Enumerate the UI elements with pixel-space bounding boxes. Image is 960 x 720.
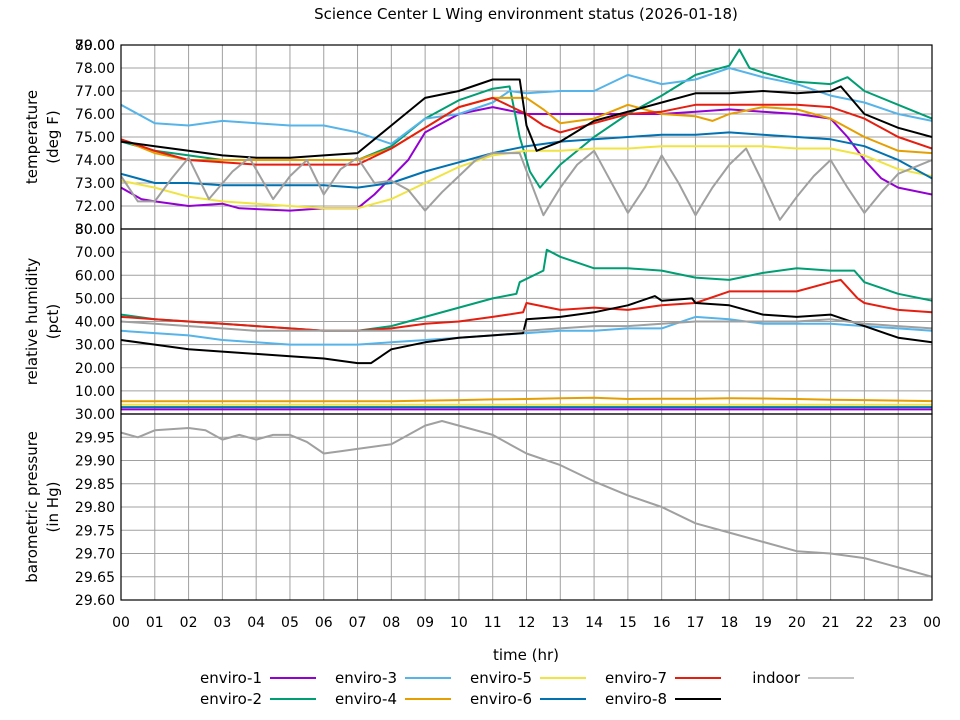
series-line-indoor [121,318,932,332]
x-tick-label: 14 [585,615,603,631]
panel-series [121,420,932,578]
x-tick-label: 09 [416,615,434,631]
y-tick-label: 29.65 [75,570,115,586]
x-tick-label: 01 [146,615,164,631]
panel-series [121,48,932,221]
series-line-enviro-7 [121,278,932,332]
y-axis-label: (deg F) [44,110,62,163]
series-line-enviro-6 [121,131,932,189]
series-line-enviro-4 [121,396,932,403]
legend-label: enviro-2 [200,690,262,708]
legend-label: enviro-6 [470,690,532,708]
x-tick-label: 11 [484,615,502,631]
y-axis-label: barometric pressure [23,431,41,583]
y-tick-label: 29.80 [75,500,115,516]
x-tick-label: 23 [889,615,907,631]
y-tick-label: 74.00 [75,153,115,169]
y-tick-label: 80.00 [75,222,115,238]
x-tick-label: 18 [720,615,738,631]
y-tick-label: 30.00 [75,338,115,354]
y-tick-label: 29.95 [75,430,115,446]
y-tick-label: 29.90 [75,454,115,470]
y-tick-label: 30.00 [75,222,115,238]
legend-label: enviro-4 [335,690,397,708]
x-tick-label: 02 [180,615,198,631]
legend-label: enviro-7 [605,669,667,687]
series-line-enviro-8 [121,295,932,365]
y-tick-label: 79.00 [75,38,115,54]
y-axis-label: temperature [23,90,41,184]
series-line-indoor [121,147,932,221]
panel-frame [120,413,933,601]
panel-1: 72.00 73.00 74.00 75.00 76.00 77.00 78.00 79.00… [23,38,933,230]
x-tick-label: 20 [788,615,806,631]
y-tick-label: 29.70 [75,547,115,563]
x-tick-label: 12 [518,615,536,631]
y-tick-label: 29.85 [75,477,115,493]
x-tick-label: 13 [551,615,569,631]
series-line-enviro-4 [121,96,932,161]
x-tick-label: 06 [315,615,333,631]
legend-label: enviro-1 [200,669,262,687]
x-tick-label: 03 [213,615,231,631]
plot-area: 72.00 73.00 74.00 75.00 76.00 77.00 78.00 79.00… [23,38,941,631]
x-axis-label: time (hr) [493,646,559,664]
legend-label: enviro-5 [470,669,532,687]
series-line-enviro-7 [121,96,932,166]
y-tick-label: 29.60 [75,593,115,609]
x-tick-label: 04 [247,615,265,631]
panel-3: 29.60 29.65 29.70 29.75 29.80 29.85 29.90 29.95… [23,407,933,609]
y-tick-label: 73.00 [75,176,115,192]
series-line-enviro-3 [121,315,932,346]
panel-series [121,248,932,411]
y-tick-label: 80.00 [75,38,115,54]
legend-label: enviro-8 [605,690,667,708]
y-tick-label: 29.75 [75,523,115,539]
legend-label: enviro-3 [335,669,397,687]
legend-label: indoor [752,669,801,687]
y-tick-label: 72.00 [75,199,115,215]
y-tick-label: 78.00 [75,61,115,77]
x-tick-label: 16 [653,615,671,631]
x-tick-label: 00 [923,615,941,631]
y-tick-label: 50.00 [75,291,115,307]
y-tick-label: 10.00 [75,384,115,400]
y-tick-label: 76.00 [75,107,115,123]
y-tick-label: 20.00 [75,361,115,377]
y-tick-label: 40.00 [75,315,115,331]
y-tick-label: 70.00 [75,245,115,261]
y-axis-label: (in Hg) [44,482,62,533]
x-tick-label: 08 [382,615,400,631]
x-tick-label: 21 [822,615,840,631]
y-axis-label: (pct) [44,304,62,339]
x-tick-label: 00 [112,615,130,631]
chart-title: Science Center L Wing environment status… [314,5,738,23]
x-tick-label: 17 [687,615,705,631]
series-line-indoor [121,420,932,578]
series-line-enviro-5 [121,145,932,210]
y-tick-label: 60.00 [75,268,115,284]
x-tick-label: 15 [619,615,637,631]
y-tick-label: 77.00 [75,84,115,100]
x-tick-label: 05 [281,615,299,631]
series-line-enviro-8 [121,78,932,159]
x-tick-label: 22 [856,615,874,631]
series-line-enviro-3 [121,67,932,145]
legend: enviro-1 enviro-2 enviro-3 enviro-4 enviro-5… [200,669,854,708]
y-tick-label: 30.00 [75,407,115,423]
panel-2: 10.00 20.00 30.00 40.00 50.00 60.00 70.00 80.00… [23,222,933,415]
x-tick-label: 19 [754,615,772,631]
x-tick-label: 07 [349,615,367,631]
x-tick-label: 10 [450,615,468,631]
y-tick-label: 75.00 [75,130,115,146]
y-axis-label: relative humidity [23,258,41,386]
